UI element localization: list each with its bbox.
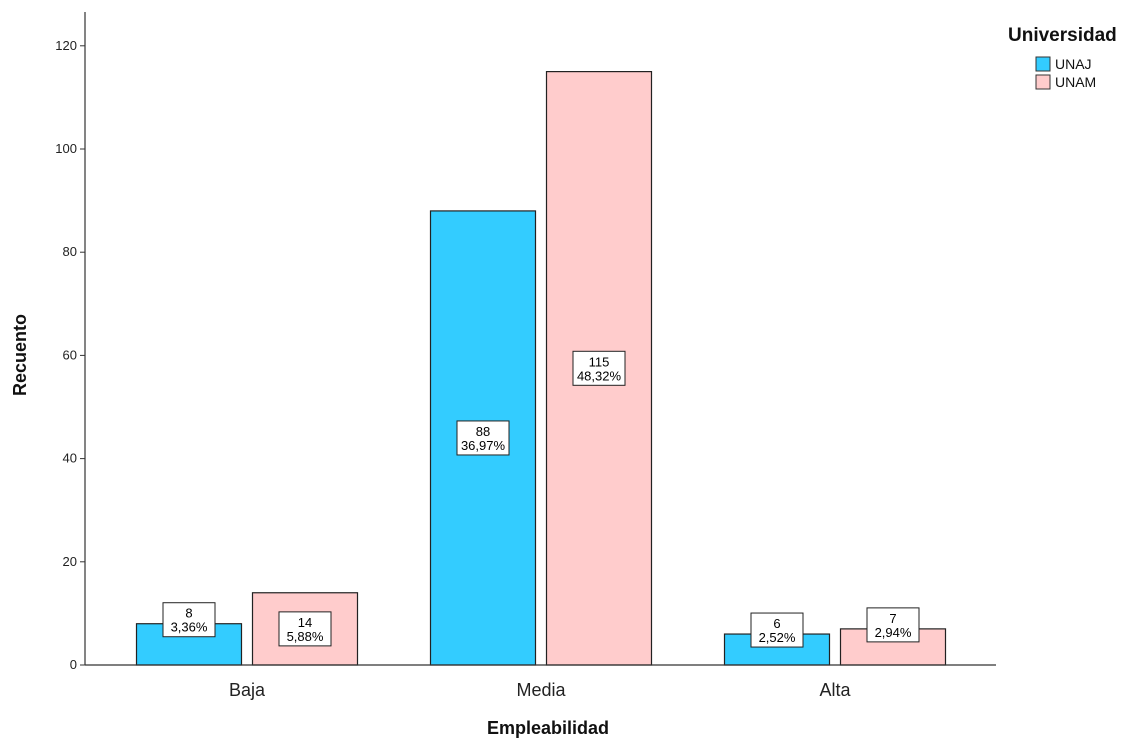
data-label-box <box>572 350 626 386</box>
x-tick-label-alta: Alta <box>819 680 851 700</box>
data-label-box <box>278 611 332 647</box>
y-tick-label-80: 80 <box>63 244 77 259</box>
data-label-box <box>866 607 920 643</box>
data-label-count: 14 <box>298 615 312 630</box>
data-label-unam-alta: 72,94% <box>866 607 920 643</box>
legend-swatch-unaj <box>1035 56 1051 72</box>
data-label-count: 6 <box>773 616 780 631</box>
data-label-count: 88 <box>476 424 490 439</box>
data-label-count: 115 <box>589 354 610 369</box>
bars-group <box>135 70 947 666</box>
data-label-count: 8 <box>185 606 192 621</box>
legend-label-unaj: UNAJ <box>1055 56 1092 72</box>
y-tick-label-100: 100 <box>55 141 77 156</box>
data-label-percent: 36,97% <box>461 438 506 453</box>
data-label-percent: 5,88% <box>287 629 324 644</box>
data-label-unaj-alta: 62,52% <box>750 612 804 648</box>
data-label-unam-baja: 145,88% <box>278 611 332 647</box>
y-tick-label-20: 20 <box>63 554 77 569</box>
data-label-box <box>456 420 510 456</box>
legend-label-unam: UNAM <box>1055 74 1096 90</box>
legend: Universidad UNAJ UNAM <box>1008 25 1117 90</box>
x-tick-label-baja: Baja <box>229 680 266 700</box>
y-tick-label-40: 40 <box>63 451 77 466</box>
legend-title: Universidad <box>1008 25 1117 46</box>
data-label-percent: 3,36% <box>171 620 208 635</box>
y-tick-label-60: 60 <box>63 347 77 362</box>
x-tick-label-media: Media <box>516 680 566 700</box>
y-tick-label-120: 120 <box>55 38 77 53</box>
data-label-box <box>162 602 216 638</box>
data-label-count: 7 <box>889 611 896 626</box>
axes-group: Baja Media Alta 0 20 40 60 80 100 120 <box>55 12 996 700</box>
data-label-percent: 2,52% <box>759 630 796 645</box>
y-tick-label-0: 0 <box>70 657 77 672</box>
legend-swatch-unam <box>1035 74 1051 90</box>
data-label-percent: 2,94% <box>875 625 912 640</box>
data-label-percent: 48,32% <box>577 368 622 383</box>
x-axis-title: Empleabilidad <box>487 718 609 738</box>
data-label-unaj-baja: 83,36% <box>162 602 216 638</box>
data-label-box <box>750 612 804 648</box>
y-axis-title: Recuento <box>10 314 30 396</box>
